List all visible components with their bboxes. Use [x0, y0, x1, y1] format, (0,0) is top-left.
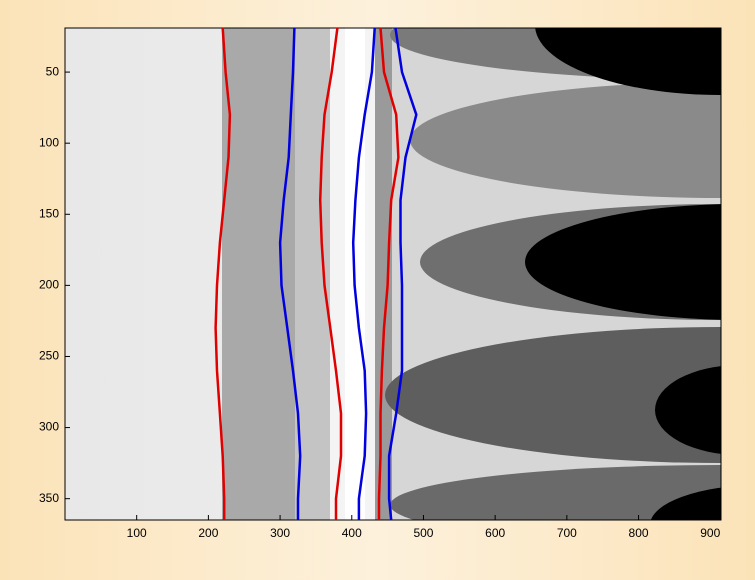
x-tick-label: 100 [127, 526, 147, 540]
figure: 100 200 300 400 500 600 700 800 900 50 100 150 200 25… [0, 0, 755, 580]
x-tick-label: 600 [485, 526, 505, 540]
x-tick-label: 800 [629, 526, 649, 540]
x-tick-label: 700 [557, 526, 577, 540]
x-tick-label: 200 [198, 526, 218, 540]
y-tick-label: 200 [39, 278, 59, 292]
y-tick-label: 350 [39, 491, 59, 505]
page: 100 200 300 400 500 600 700 800 900 50 100 150 200 25… [0, 0, 755, 580]
y-tick-label: 50 [46, 64, 60, 78]
y-tick-label: 150 [39, 206, 59, 220]
y-tick-label: 100 [39, 135, 59, 149]
x-tick-label: 300 [270, 526, 290, 540]
y-tick-label: 250 [39, 349, 59, 363]
x-tick-label: 400 [342, 526, 362, 540]
image [65, 0, 755, 565]
x-tick-label: 500 [413, 526, 433, 540]
y-tick-label: 300 [39, 420, 59, 434]
x-tick-label: 900 [700, 526, 720, 540]
